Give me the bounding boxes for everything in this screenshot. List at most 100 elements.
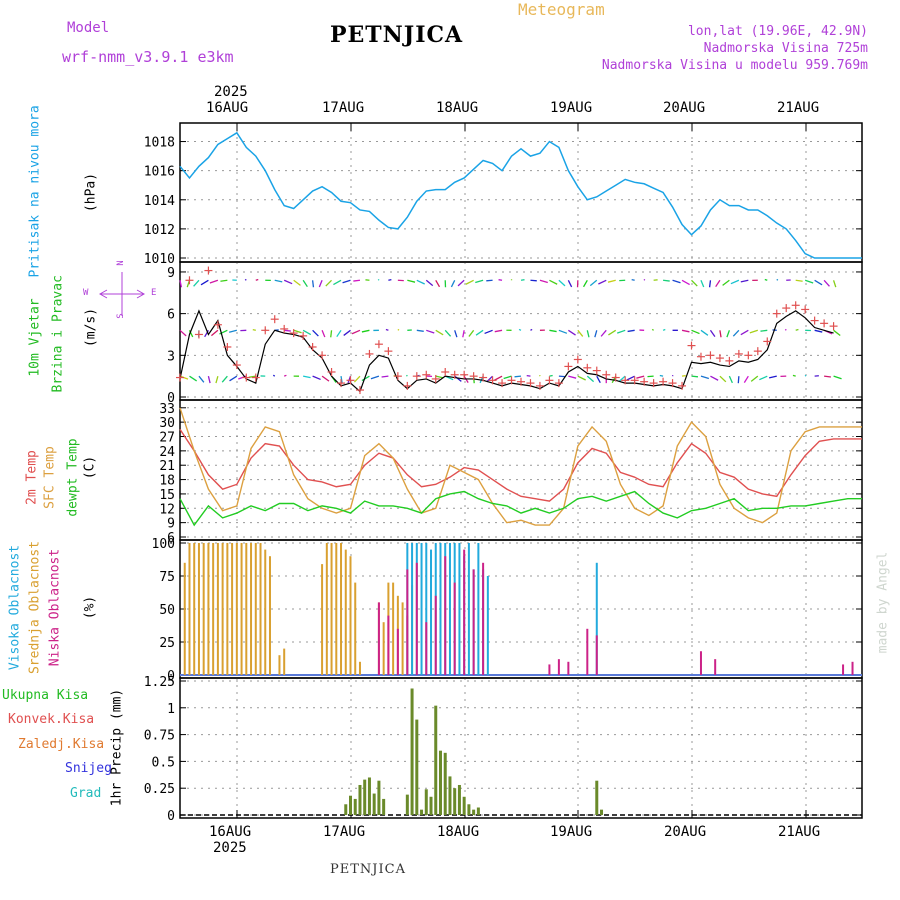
wind-arrow [784, 328, 787, 331]
wind-arrow [749, 329, 759, 334]
cloud-bar [245, 543, 248, 675]
wind-arrow [311, 280, 315, 288]
wind-arrow [211, 329, 219, 337]
precip-bar [438, 750, 442, 815]
wind-arrow [462, 330, 465, 338]
wind-arrow [832, 280, 837, 288]
y-tick-label: 27 [159, 431, 175, 446]
y-tick-label: 1016 [144, 165, 175, 180]
cloud-bar [420, 543, 423, 675]
wind-arrow [659, 374, 664, 377]
wind-arrow [759, 375, 768, 381]
y-tick-label: 1018 [144, 136, 175, 151]
wind-arrow [302, 329, 312, 336]
y-tick-label: 50 [159, 603, 175, 618]
precip-bar [429, 796, 433, 815]
wind-arrow [361, 375, 370, 382]
y-tick-label: 18 [159, 474, 175, 489]
wind-arrow [370, 375, 380, 380]
wind-arrow [568, 329, 576, 336]
wind-arrow [710, 375, 719, 381]
wind-arrow [792, 374, 796, 377]
wind-arrow [823, 279, 830, 287]
top-day-18: 18AUG [436, 100, 479, 116]
wind-arrow [804, 374, 807, 377]
wind-arrow [824, 375, 831, 378]
wind-arrow [804, 279, 814, 284]
cloud-bar [344, 549, 347, 675]
wind-arrow [740, 279, 749, 283]
wind-arrow [426, 329, 435, 334]
wind-arrow [728, 375, 733, 384]
wind-arrow [760, 329, 768, 332]
y-tick-label: 0 [167, 809, 175, 824]
wind-arrow [700, 375, 710, 380]
wind-arrow [465, 279, 474, 285]
precip-legend-hail: Grad [70, 786, 102, 801]
wind-arrow [764, 278, 768, 281]
wind-arrow [636, 375, 645, 379]
wind-compass-icon [98, 272, 146, 316]
y-tick-label: 100 [152, 537, 175, 552]
wind-arrow [663, 279, 670, 282]
cloud-bar [458, 543, 461, 675]
panel-frame [179, 539, 863, 679]
precip-bar [358, 784, 362, 815]
cloud-bar [586, 628, 589, 675]
y-tick-label: 0.5 [152, 755, 175, 770]
wind-arrow [494, 375, 503, 381]
top-day-19: 19AUG [550, 100, 593, 116]
bottom-year-label: 2025 [213, 840, 247, 856]
wind-arrow [283, 374, 287, 377]
cloud-bar [377, 602, 380, 675]
temp-2m-line [179, 428, 862, 502]
wind-arrow [518, 328, 522, 331]
wind-arrow [486, 279, 493, 282]
cloud-bar [250, 543, 253, 675]
cloud-bar [444, 556, 447, 675]
wind-arrow [750, 375, 759, 382]
cloud-bar [595, 562, 598, 675]
wind-arrow [284, 329, 291, 332]
wind-arrow [302, 279, 308, 288]
wind-arrow [353, 279, 361, 282]
top-year-label: 2025 [214, 84, 248, 100]
pressure-series-line [179, 131, 862, 259]
wind-arrow [407, 279, 416, 283]
wind-arrow [743, 375, 749, 383]
wind-arrow [406, 374, 408, 377]
wind-arrow [833, 329, 841, 337]
top-day-20: 20AUG [663, 100, 706, 116]
bottom-day-20: 20AUG [664, 824, 707, 840]
cloud-bar [567, 661, 570, 675]
y-tick-label: 75 [159, 570, 175, 585]
cloud-bar [472, 569, 475, 675]
bottom-day-17: 17AUG [323, 824, 366, 840]
wind-arrow [568, 375, 577, 379]
wind-arrow [514, 375, 522, 378]
wind-arrow [719, 330, 722, 338]
wind-arrow [207, 376, 211, 384]
wind-arrow [598, 279, 607, 285]
cloud-bar [358, 661, 361, 675]
wind-arrow [330, 330, 333, 338]
precip-bar [344, 804, 348, 815]
wind-arrow [600, 329, 607, 337]
wind-arrow [274, 279, 283, 283]
cloud-bar [477, 543, 480, 675]
y-tick-label: 0.75 [144, 729, 175, 744]
panel-frame [179, 399, 863, 541]
wind-arrow [435, 329, 444, 336]
wind-arrow [833, 375, 842, 380]
wind-arrow [381, 375, 389, 378]
wind-arrow [691, 329, 700, 335]
cloud-bar [283, 648, 286, 675]
wind-arrow [549, 279, 558, 285]
precip-bar [443, 752, 447, 815]
cloud-bar [188, 543, 191, 675]
wind-arrow [321, 330, 326, 338]
top-day-21: 21AUG [777, 100, 820, 116]
wind-arrow [179, 329, 187, 337]
wind-arrow [325, 279, 333, 287]
